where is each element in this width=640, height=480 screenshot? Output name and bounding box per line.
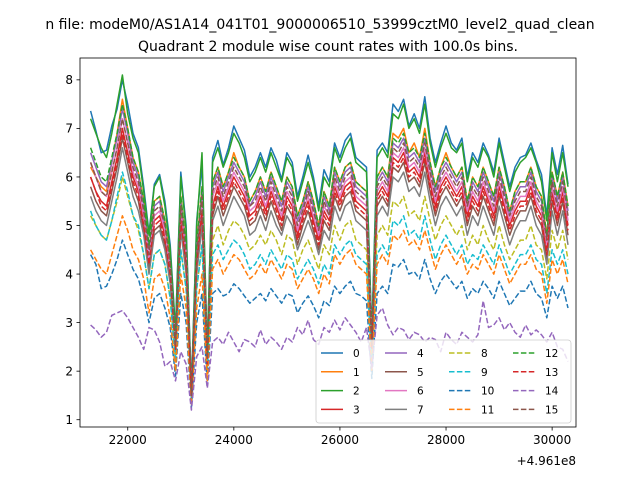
chart-suptitle: n file: modeM0/AS1A14_041T01_9000006510_… xyxy=(45,17,594,33)
x-tick-label: 22000 xyxy=(109,433,147,447)
x-tick-label: 28000 xyxy=(427,433,465,447)
series-line-7 xyxy=(89,147,569,402)
x-tick-label: 30000 xyxy=(533,433,571,447)
y-tick-label: 6 xyxy=(65,170,73,184)
legend-label-5: 5 xyxy=(417,367,424,379)
x-offset-label: +4.961e8 xyxy=(517,454,576,468)
y-tick-label: 2 xyxy=(65,364,73,378)
series-line-9 xyxy=(89,171,569,404)
legend-label-12: 12 xyxy=(545,348,558,360)
legend-label-15: 15 xyxy=(545,404,558,416)
legend-label-7: 7 xyxy=(417,404,424,416)
plot-frame xyxy=(79,57,577,428)
y-tick-label: 3 xyxy=(65,316,73,330)
legend-label-2: 2 xyxy=(353,386,360,398)
legend-label-1: 1 xyxy=(353,367,360,379)
series-line-8 xyxy=(89,176,569,404)
chart-title: Quadrant 2 module wise count rates with … xyxy=(138,39,518,55)
legend-label-3: 3 xyxy=(353,404,360,416)
y-tick-label: 1 xyxy=(65,413,73,427)
legend-label-6: 6 xyxy=(417,386,424,398)
legend-label-10: 10 xyxy=(481,386,494,398)
y-tick-label: 8 xyxy=(65,73,73,87)
legend-label-11: 11 xyxy=(481,404,494,416)
legend-label-13: 13 xyxy=(545,367,558,379)
legend-label-4: 4 xyxy=(417,348,424,360)
series-line-11 xyxy=(89,215,569,406)
y-tick-label: 4 xyxy=(65,267,73,281)
series-line-12 xyxy=(89,103,569,394)
series-line-2 xyxy=(89,74,569,392)
series-line-10 xyxy=(89,239,569,409)
series-line-15 xyxy=(89,117,569,397)
series-line-14 xyxy=(90,300,569,411)
legend-label-0: 0 xyxy=(353,348,360,360)
x-tick-label: 24000 xyxy=(215,433,253,447)
legend-box xyxy=(315,339,572,424)
legend-label-8: 8 xyxy=(481,348,488,360)
x-tick-label: 26000 xyxy=(321,433,359,447)
y-tick-label: 5 xyxy=(65,219,73,233)
y-tick-label: 7 xyxy=(65,122,73,136)
legend-label-9: 9 xyxy=(481,367,488,379)
plot-area xyxy=(89,74,569,411)
legend-label-14: 14 xyxy=(545,386,559,398)
